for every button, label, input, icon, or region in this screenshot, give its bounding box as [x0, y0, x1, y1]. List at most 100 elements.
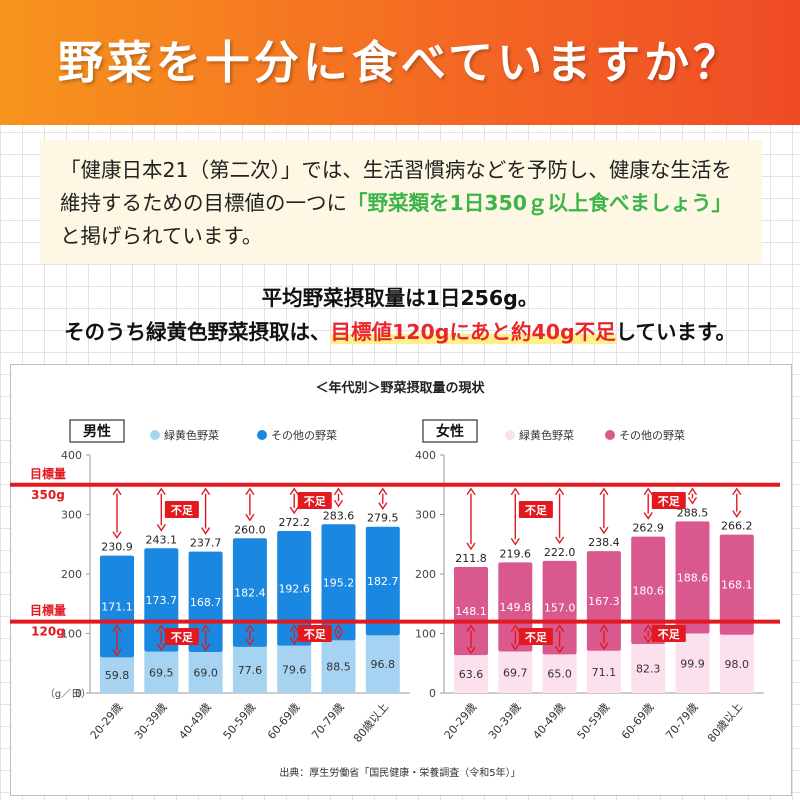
- source-note: 出典：厚生労働省「国民健康・栄養調査（令和5年）」: [279, 766, 520, 779]
- y-tick-label: 0: [75, 687, 82, 700]
- arrowhead: [201, 643, 211, 652]
- legend-label: 緑黄色野菜: [164, 428, 219, 442]
- data-label-green: 77.6: [238, 664, 263, 677]
- shortfall-badge-label: 不足: [525, 631, 548, 644]
- shortfall-badge: [297, 492, 332, 509]
- data-label-total: 262.9: [632, 522, 664, 535]
- arrowhead: [732, 510, 742, 518]
- data-label-green: 69.5: [149, 666, 174, 679]
- bar-other: [321, 524, 356, 641]
- y-tick-label: 0: [429, 687, 436, 700]
- bar-other: [675, 521, 710, 634]
- bar-other: [586, 551, 621, 651]
- data-label-green: 69.0: [193, 666, 218, 679]
- unit-label: （g／日）: [45, 688, 91, 700]
- summary-line-2: そのうち緑黄色野菜摂取は、目標値120gにあと約40g不足しています。: [0, 316, 800, 348]
- arrowhead: [112, 624, 122, 632]
- data-label-total: 279.5: [367, 512, 399, 525]
- note-highlight: 「野菜類を1日350ｇ以上食べましょう」: [347, 191, 733, 215]
- data-label-other: 171.1: [101, 601, 133, 614]
- target-label: 目標量: [30, 603, 66, 618]
- shortfall-badge: [651, 625, 686, 642]
- arrowhead: [555, 487, 565, 496]
- summary-highlight: 目標値120gにあと約40g不足: [330, 320, 616, 344]
- arrowhead: [510, 624, 520, 632]
- bar-green-yellow: [232, 646, 267, 693]
- arrowhead: [245, 624, 255, 632]
- data-label-green: 82.3: [636, 663, 661, 676]
- legend-swatch: [605, 430, 615, 440]
- bar-green-yellow: [144, 651, 179, 693]
- summary-line-1: 平均野菜摂取量は1日256g。: [261, 286, 539, 310]
- panel-name: 男性: [83, 423, 111, 440]
- data-label-other: 188.6: [677, 571, 709, 584]
- bar-other: [365, 526, 400, 636]
- bar-green-yellow: [586, 650, 621, 693]
- shortfall-badge-label: 不足: [658, 495, 681, 508]
- category-label: 80歳以上: [351, 701, 391, 745]
- arrowhead: [201, 527, 211, 535]
- shortfall-badge-label: 不足: [171, 504, 194, 517]
- arrowhead: [156, 523, 166, 532]
- category-label: 80歳以上: [705, 701, 745, 745]
- y-tick-label: 400: [61, 449, 82, 462]
- title-banner: 野菜を十分に食べていますか？: [0, 0, 800, 125]
- data-label-total: 237.7: [190, 537, 222, 550]
- bar-green-yellow: [454, 655, 488, 693]
- arrowhead: [555, 645, 565, 654]
- arrowhead: [687, 496, 698, 505]
- arrowhead: [510, 537, 520, 546]
- arrowhead: [156, 624, 166, 632]
- arrowhead: [599, 487, 609, 496]
- panel-badge: [422, 419, 478, 443]
- data-label-other: 192.6: [278, 582, 310, 595]
- bar-green-yellow: [542, 654, 577, 693]
- shortfall-badge: [518, 628, 553, 645]
- note-text-before: 「健康日本21（第二次）」では、生活習慣病などを予防し、健康な生活を維持するため…: [60, 158, 732, 215]
- bar-green-yellow: [498, 651, 533, 693]
- page-title: 野菜を十分に食べていますか？: [57, 36, 743, 89]
- data-label-green: 98.0: [725, 658, 750, 671]
- arrowhead: [112, 649, 122, 657]
- y-tick-label: 300: [61, 509, 82, 522]
- arrowhead: [289, 487, 299, 496]
- arrowhead: [599, 642, 609, 650]
- category-label: 40-49歳: [176, 701, 214, 742]
- y-tick-label: 100: [61, 628, 82, 641]
- arrowhead: [245, 638, 255, 647]
- data-label-green: 65.0: [547, 668, 572, 681]
- category-label: 30-39歳: [486, 701, 524, 742]
- arrowhead: [466, 646, 476, 655]
- data-label-green: 69.7: [503, 666, 528, 679]
- data-label-total: 266.2: [721, 520, 753, 533]
- bar-other: [100, 555, 134, 658]
- arrowhead: [555, 536, 565, 545]
- category-label: 20-29歳: [88, 701, 126, 742]
- data-label-total: 222.0: [544, 546, 576, 559]
- data-label-total: 243.1: [146, 533, 178, 546]
- y-tick-label: 100: [415, 628, 436, 641]
- arrowhead: [555, 624, 565, 632]
- category-label: 20-29歳: [442, 701, 480, 742]
- bar-green-yellow: [631, 644, 666, 693]
- data-label-other: 148.1: [455, 605, 487, 618]
- arrowhead: [599, 624, 609, 632]
- y-tick-label: 400: [415, 449, 436, 462]
- data-label-total: 211.8: [455, 552, 487, 565]
- arrowhead: [466, 624, 476, 632]
- arrowhead: [643, 624, 653, 632]
- note-text: 「健康日本21（第二次）」では、生活習慣病などを予防し、健康な生活を維持するため…: [60, 154, 750, 253]
- category-label: 60-69歳: [265, 701, 303, 742]
- bar-other: [277, 531, 312, 646]
- arrowhead: [599, 526, 609, 535]
- arrowhead: [112, 487, 122, 496]
- note-text-after: と掲げられています。: [60, 224, 263, 248]
- data-label-green: 79.6: [282, 663, 307, 676]
- data-label-other: 168.1: [721, 579, 753, 592]
- data-label-other: 168.7: [190, 596, 222, 609]
- arrowhead: [510, 487, 520, 496]
- arrowhead: [378, 502, 388, 510]
- shortfall-badge: [164, 501, 199, 518]
- data-label-green: 96.8: [371, 658, 396, 671]
